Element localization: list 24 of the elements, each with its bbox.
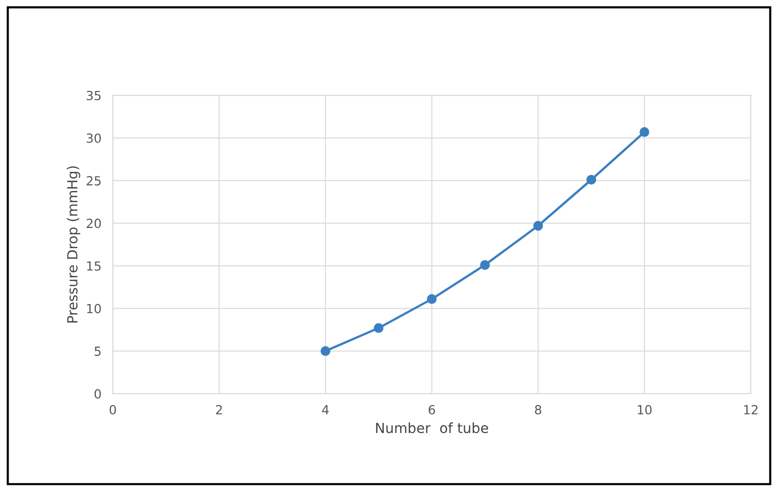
y-axis-title: Pressure Drop (mmHg) [66, 166, 80, 322]
x-axis-title: Number of tube [376, 422, 488, 434]
y-tick-label: 15 [87, 261, 101, 271]
x-tick-label: 12 [744, 404, 758, 414]
x-tick-label: 6 [428, 404, 435, 414]
point [320, 346, 330, 356]
x-tick-label: 0 [110, 404, 116, 414]
y-tick-label: 30 [86, 133, 101, 143]
point [533, 220, 543, 231]
x-tick-label: 2 [216, 404, 222, 414]
point [640, 127, 650, 137]
y-tick-label: 5 [94, 346, 101, 356]
point [586, 174, 596, 185]
y-tick-label: 0 [94, 389, 101, 399]
y-tick-label: 20 [86, 218, 101, 228]
x-tick-label: 4 [322, 405, 329, 414]
y-tick-label: 25 [86, 176, 101, 186]
point [426, 294, 437, 304]
point [480, 260, 490, 270]
y-tick-label: 10 [87, 304, 101, 314]
point [374, 323, 384, 333]
x-tick-label: 8 [534, 404, 542, 414]
y-tick-label: 35 [86, 90, 101, 100]
x-tick-label: 10 [638, 404, 652, 414]
